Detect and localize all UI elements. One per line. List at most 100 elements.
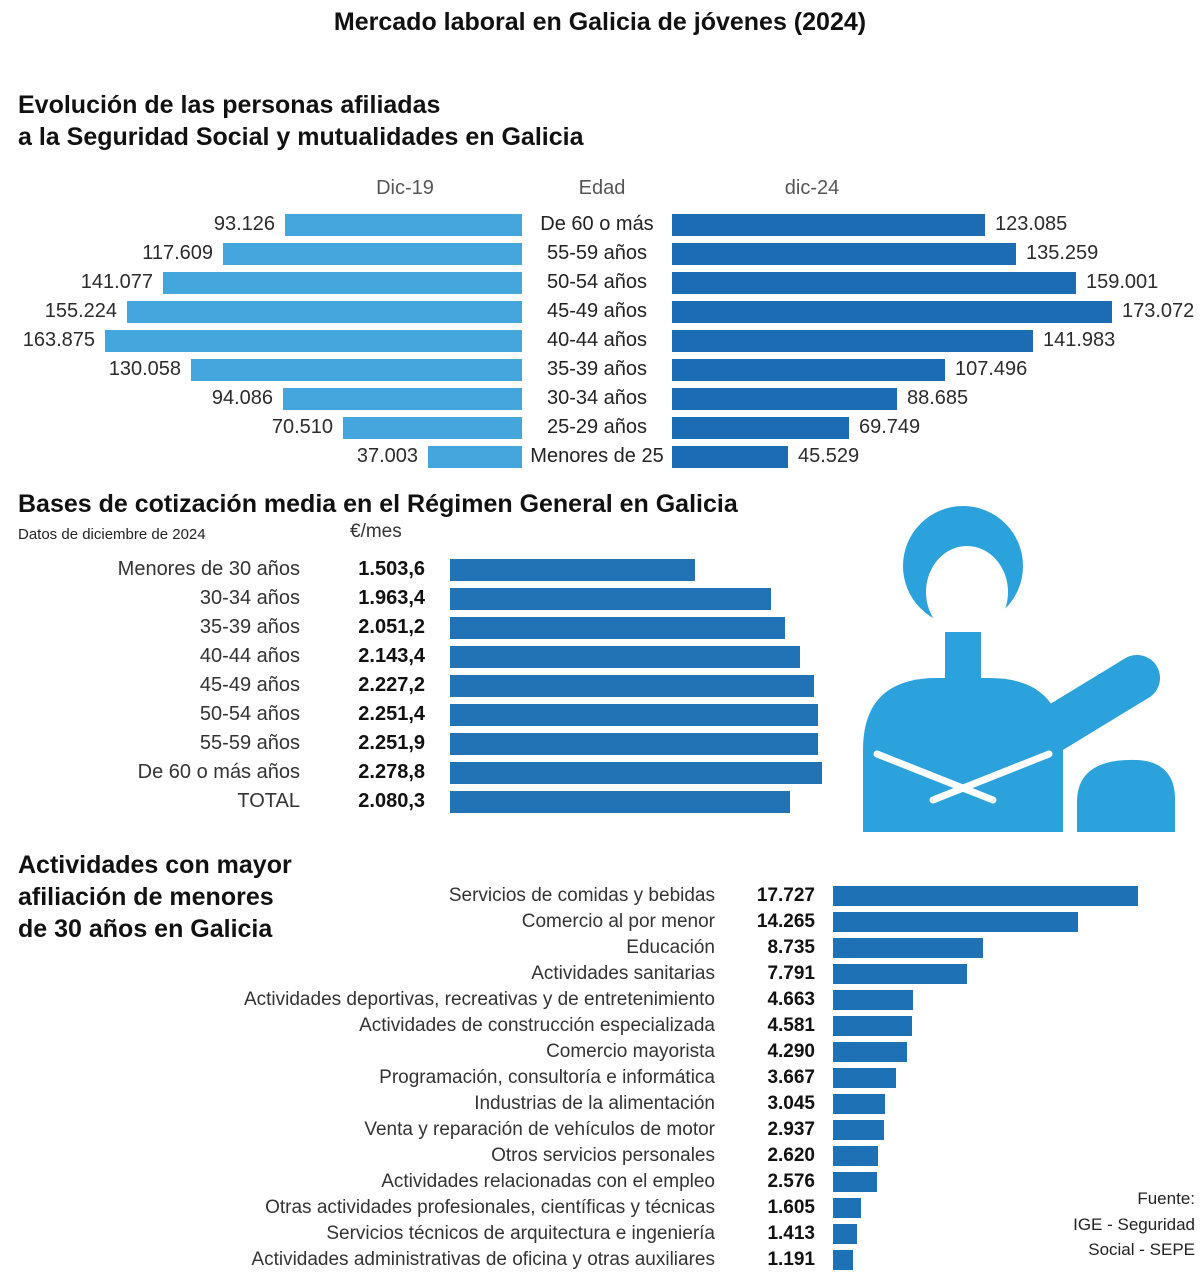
bases-rows: Menores de 30 años 1.503,6 30-34 años 1.963… [0,555,840,816]
bases-category-label: TOTAL [237,790,300,812]
age-group-label: 25-29 años [546,416,648,438]
dic19-bar [191,358,522,381]
actividad-value-label: 2.576 [767,1171,815,1192]
bases-value-label: 2.080,3 [358,790,425,812]
pyramid-row: 70.510 25-29 años 69.749 [0,413,1200,442]
actividad-bar [833,1172,877,1192]
actividad-label: Comercio al por menor [521,911,715,932]
dic19-bar [127,300,522,323]
actividad-value-label: 1.413 [767,1223,815,1244]
bases-row: 40-44 años 2.143,4 [0,642,840,671]
actividad-label: Programación, consultoría e informática [379,1067,715,1088]
actividad-row: Actividades administrativas de oficina y… [0,1247,1200,1273]
actividad-label: Servicios de comidas y bebidas [448,885,715,906]
section3-heading: Actividades con mayor afiliación de meno… [18,851,292,943]
bases-category-label: 55-59 años [199,732,300,754]
dic24-bar [672,242,1016,265]
dic19-value-label: 117.609 [142,242,213,264]
pyramid-right-cell: 107.496 [672,358,1192,381]
actividad-value-label: 4.663 [767,989,815,1010]
pyramid-left-cell: 70.510 [0,416,522,439]
dic19-bar [163,271,522,294]
dic24-bar [672,271,1076,294]
actividad-label: Actividades deportivas, recreativas y de… [243,989,715,1010]
actividad-bar [833,1198,861,1218]
bases-bar [450,558,695,581]
pyramid-left-cell: 155.224 [0,300,522,323]
bases-value-label: 2.143,4 [358,645,425,667]
actividad-label: Venta y reparación de vehículos de motor [364,1119,715,1140]
age-group-label: 50-54 años [546,271,648,293]
bases-bar [450,790,790,813]
actividades-rows: Servicios de comidas y bebidas 17.727 Come… [0,883,1200,1273]
bases-row: De 60 o más años 2.278,8 [0,758,840,787]
dic19-bar [343,416,522,439]
actividad-label: Actividades administrativas de oficina y… [251,1249,715,1270]
actividad-row: Actividades sanitarias 7.791 [0,961,1200,987]
pyramid-row: 155.224 45-49 años 173.072 [0,297,1200,326]
pyramid-left-cell: 141.077 [0,271,522,294]
pyramid-row: 163.875 40-44 años 141.983 [0,326,1200,355]
source-note: Fuente: IGE - Seguridad Social - SEPE [1073,1189,1195,1259]
actividad-label: Comercio mayorista [546,1041,715,1062]
actividad-row: Comercio mayorista 4.290 [0,1039,1200,1065]
bases-bar [450,616,785,639]
dic19-bar [283,387,522,410]
bases-row: Menores de 30 años 1.503,6 [0,555,840,584]
actividad-row: Otras actividades profesionales, científ… [0,1195,1200,1221]
actividad-value-label: 14.265 [756,911,815,932]
bases-bar [450,761,822,784]
young-person-icon [863,506,1176,832]
dic19-value-label: 94.086 [211,387,273,409]
age-group-label: 35-39 años [546,358,648,380]
section2-subtitle: Datos de diciembre de 2024 [18,526,206,543]
bases-category-label: 30-34 años [199,587,300,609]
bases-category-label: De 60 o más años [137,761,300,783]
pyramid-right-cell: 159.001 [672,271,1192,294]
actividad-bar [833,938,983,958]
actividad-bar [833,1250,853,1270]
pyramid-right-cell: 45.529 [672,445,1192,468]
actividad-row: Actividades deportivas, recreativas y de… [0,987,1200,1013]
bases-bar [450,703,818,726]
actividad-row: Otros servicios personales 2.620 [0,1143,1200,1169]
actividad-row: Servicios de comidas y bebidas 17.727 [0,883,1200,909]
age-group-label: 55-59 años [546,242,648,264]
dic24-value-label: 69.749 [859,416,921,438]
actividad-row: Programación, consultoría e informática 3… [0,1065,1200,1091]
dic19-value-label: 141.077 [80,271,153,293]
actividad-value-label: 4.290 [767,1041,815,1062]
page-title: Mercado laboral en Galicia de jóvenes (2… [333,8,867,36]
actividad-row: Actividades relacionadas con el empleo 2.… [0,1169,1200,1195]
column-header-dic24: dic-24 [784,177,840,199]
pyramid-row: 141.077 50-54 años 159.001 [0,268,1200,297]
actividad-bar [833,1146,878,1166]
dic24-value-label: 173.072 [1122,300,1195,322]
pyramid-left-cell: 130.058 [0,358,522,381]
actividad-value-label: 4.581 [767,1015,815,1036]
age-group-label: 30-34 años [546,387,648,409]
actividad-row: Educación 8.735 [0,935,1200,961]
actividad-value-label: 3.667 [767,1067,815,1088]
bases-value-label: 2.227,2 [358,674,425,696]
actividad-label: Servicios técnicos de arquitectura e ing… [326,1223,715,1244]
bases-bar [450,645,800,668]
pyramid-left-cell: 117.609 [0,242,522,265]
actividad-bar [833,1224,857,1244]
dic19-bar [223,242,522,265]
actividad-row: Industrias de la alimentación 3.045 [0,1091,1200,1117]
actividad-bar [833,964,967,984]
actividad-value-label: 8.735 [767,937,815,958]
pyramid-row: 94.086 30-34 años 88.685 [0,384,1200,413]
actividad-bar [833,1120,884,1140]
actividad-bar [833,1094,885,1114]
age-group-label: De 60 o más [540,213,654,235]
dic24-value-label: 159.001 [1086,271,1159,293]
actividad-label: Otras actividades profesionales, científ… [265,1197,715,1218]
dic24-value-label: 123.085 [995,213,1068,235]
dic24-bar [672,213,985,236]
dic24-value-label: 88.685 [907,387,969,409]
actividad-bar [833,990,913,1010]
bases-category-label: 35-39 años [199,616,300,638]
pyramid-rows: 93.126 De 60 o más 123.085 117.609 55-59 año… [0,210,1200,471]
